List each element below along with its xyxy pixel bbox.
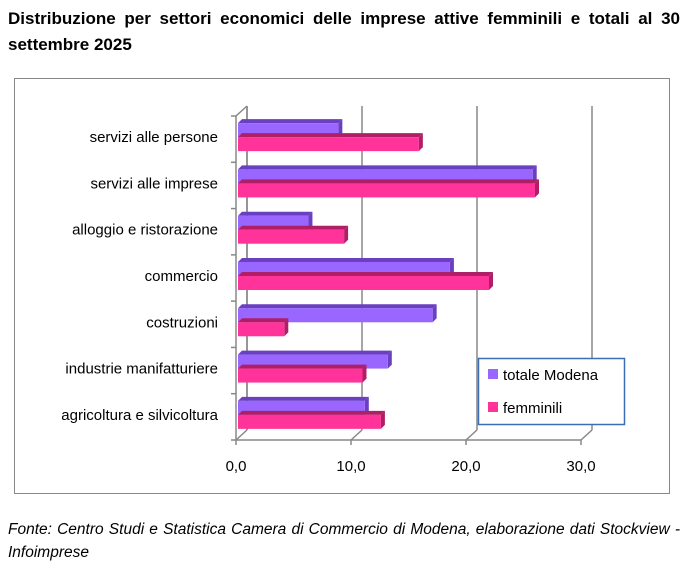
bar-side-1 xyxy=(380,410,385,429)
chart-title: Distribuzione per settori economici dell… xyxy=(8,9,680,54)
bar-femminili xyxy=(238,276,489,290)
bar-femminili xyxy=(238,414,381,429)
bar-top-0 xyxy=(238,211,313,216)
bar-side-1 xyxy=(418,133,423,152)
bar-top-0 xyxy=(238,396,369,401)
floor-line xyxy=(235,429,248,441)
bar-top-1 xyxy=(238,179,539,184)
bar-side-1 xyxy=(284,318,289,337)
bar-top-0 xyxy=(238,350,392,355)
legend-swatch xyxy=(488,402,498,412)
x-tick-label: 20,0 xyxy=(451,458,480,475)
bar-top-0 xyxy=(238,258,454,262)
category-label: costruzioni xyxy=(146,314,218,331)
bar-side-1 xyxy=(362,364,367,383)
source-note: Fonte: Centro Studi e Statistica Camera … xyxy=(8,521,680,561)
x-tick-label: 10,0 xyxy=(336,458,365,475)
category-label: industrie manifatturiere xyxy=(65,361,218,378)
category-label: commercio xyxy=(145,268,218,285)
bar-femminili xyxy=(238,229,345,244)
bar-femminili xyxy=(238,322,285,337)
bar-side-0 xyxy=(387,350,392,369)
legend-label: totale Modena xyxy=(503,367,599,384)
bar-top-0 xyxy=(238,165,537,170)
bar-side-0 xyxy=(532,165,537,184)
category-label: alloggio e ristorazione xyxy=(72,222,218,239)
bar-side-1 xyxy=(535,179,539,198)
legend-swatch xyxy=(488,369,498,379)
bar-side-0 xyxy=(338,119,343,138)
bar-side-1 xyxy=(489,272,493,290)
bar-top-1 xyxy=(238,272,493,276)
bar-side-0 xyxy=(449,258,454,276)
bar-side-0 xyxy=(364,396,369,415)
bar-femminili xyxy=(238,368,363,383)
bar-top-1 xyxy=(238,225,349,230)
category-label: servizi alle imprese xyxy=(90,175,218,192)
bar-femminili xyxy=(238,183,535,198)
bar-top-0 xyxy=(238,304,437,309)
bar-top-1 xyxy=(238,133,423,138)
bar-side-0 xyxy=(432,304,437,323)
bar-top-0 xyxy=(238,119,343,124)
bar-top-1 xyxy=(238,318,289,323)
category-label: agricoltura e silvicoltura xyxy=(61,407,218,424)
floor-line xyxy=(465,429,478,441)
category-label: servizi alle persone xyxy=(90,129,218,146)
legend-label: femminili xyxy=(503,400,562,417)
x-tick-label: 30,0 xyxy=(566,458,595,475)
legend xyxy=(477,357,626,426)
bar-side-1 xyxy=(344,225,349,244)
bar-side-0 xyxy=(308,211,313,230)
y-axis-depth xyxy=(235,105,248,117)
x-tick-label: 0,0 xyxy=(226,458,247,475)
floor-line xyxy=(350,429,363,441)
bar-femminili xyxy=(238,137,419,152)
bar-top-1 xyxy=(238,364,367,369)
floor-line xyxy=(580,429,593,441)
bar-top-1 xyxy=(238,410,385,415)
